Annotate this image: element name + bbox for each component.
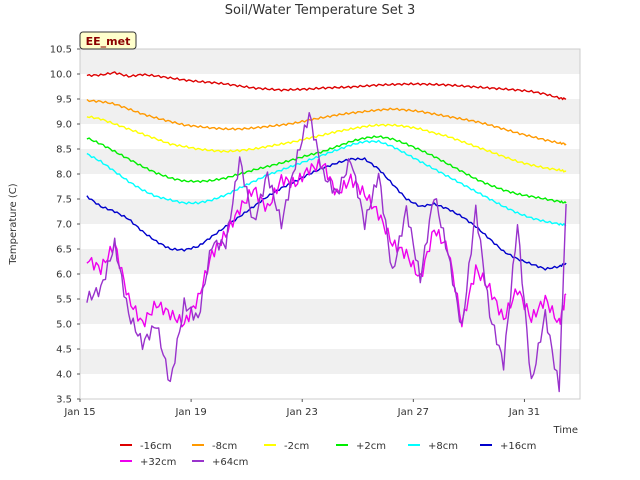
grid-band — [80, 249, 580, 274]
series-line--2cm — [86, 115, 567, 173]
series-line-+32cm — [86, 158, 567, 328]
legend-label: +32cm — [140, 457, 176, 468]
series-line-+2cm — [86, 135, 567, 204]
chart-title: Soil/Water Temperature Set 3 — [225, 3, 416, 18]
x-axis-label: Time — [553, 425, 578, 436]
y-tick-label: 9.0 — [56, 120, 72, 131]
legend: -16cm -8cm -2cm +2cm +8cm +16cm +32cm +64cm — [120, 441, 536, 468]
y-tick-label: 4.0 — [56, 370, 72, 381]
x-tick-label: Jan 15 — [63, 407, 95, 418]
y-tick-label: 8.0 — [56, 170, 72, 181]
series-line-+16cm — [86, 157, 567, 271]
plot-background — [80, 49, 580, 374]
y-tick-label: 10.5 — [50, 45, 72, 56]
y-tick-label: 8.5 — [56, 145, 72, 156]
y-tick-label: 7.5 — [56, 195, 72, 206]
y-tick-label: 3.5 — [56, 395, 72, 406]
x-axis: Jan 15 Jan 19 Jan 23 Jan 27 Jan 31 — [63, 399, 540, 418]
legend-label: -16cm — [140, 441, 172, 452]
badge: EE_met — [79, 31, 137, 50]
y-tick-label: 5.0 — [56, 320, 72, 331]
badge-label: EE_met — [86, 35, 131, 48]
legend-label: +64cm — [212, 457, 248, 468]
series-line--8cm — [86, 98, 567, 146]
y-tick-label: 6.0 — [56, 270, 72, 281]
series-line-+8cm — [86, 139, 567, 227]
legend-label: +8cm — [428, 441, 458, 452]
grid-band — [80, 99, 580, 124]
y-tick-label: 4.5 — [56, 345, 72, 356]
series-line--16cm — [86, 71, 567, 101]
series-lines — [86, 71, 567, 393]
legend-label: +2cm — [356, 441, 386, 452]
x-tick-label: Jan 27 — [397, 407, 429, 418]
x-tick-label: Jan 31 — [508, 407, 540, 418]
grid-band — [80, 199, 580, 224]
y-tick-label: 7.0 — [56, 220, 72, 231]
y-tick-label: 6.5 — [56, 245, 72, 256]
y-axis-label: Temperature (C) — [8, 183, 19, 265]
legend-label: -8cm — [212, 441, 237, 452]
y-tick-label: 9.5 — [56, 95, 72, 106]
legend-label: -2cm — [284, 441, 309, 452]
y-tick-label: 10.0 — [50, 70, 72, 81]
x-tick-label: Jan 23 — [286, 407, 318, 418]
y-axis: 3.5 4.0 4.5 5.0 5.5 6.0 6.5 7.0 7.5 8.0 8.5 9.0 9.5 1… — [50, 45, 80, 406]
legend-label: +16cm — [500, 441, 536, 452]
y-tick-label: 5.5 — [56, 295, 72, 306]
series-line-+64cm — [86, 111, 567, 393]
x-tick-label: Jan 19 — [174, 407, 206, 418]
grid-band — [80, 49, 580, 74]
